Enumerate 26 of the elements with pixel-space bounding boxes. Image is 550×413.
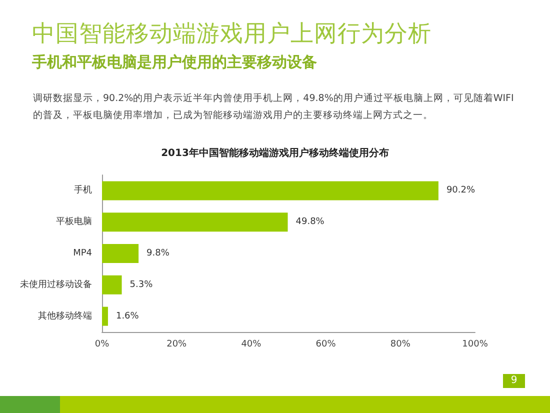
data-label: 9.8% [146, 248, 170, 258]
y-tick-label: 未使用过移动设备 [20, 278, 92, 290]
data-label: 5.3% [130, 280, 154, 290]
data-label: 90.2% [446, 186, 476, 196]
x-tick-label: 80% [390, 340, 411, 350]
bar [102, 306, 108, 326]
chart-title: 中国智能移动端游戏用户上网行为分析 [32, 20, 432, 49]
x-tick-label: 0% [94, 340, 110, 350]
x-tick-label: 60% [316, 340, 336, 350]
text: 调研数据显示，90.2%的用户表示近半年内曾使用手机上网，49.8%的用户通过平板电脑上网，可见随着WIFI的普及，平板电脑使用率增加，已成为智能移动端游戏用户的主要移动终端上网方式之一。 [33, 92, 515, 123]
text: 9 [503, 374, 525, 388]
bar [102, 212, 288, 232]
x-tick-label: 100% [462, 340, 488, 350]
x-tick-label: 20% [166, 340, 188, 350]
y-tick-label: MP4 [73, 248, 92, 258]
y-tick-label: 平板电脑 [56, 216, 92, 228]
x-tick-label: 40% [241, 340, 262, 350]
y-tick-label: 其他移动终端 [38, 310, 92, 322]
data-label: 49.8% [296, 217, 325, 228]
data-label: 1.6% [116, 311, 140, 322]
y-tick-label: 手机 [74, 184, 92, 196]
bar [102, 275, 122, 294]
bar [102, 181, 438, 200]
chart-subtitle: 手机和平板电脑是用户使用的主要移动设备 [32, 53, 317, 72]
bar [102, 244, 139, 263]
text: 2013年中国智能移动端游戏用户移动终端使用分布 [160, 146, 390, 160]
